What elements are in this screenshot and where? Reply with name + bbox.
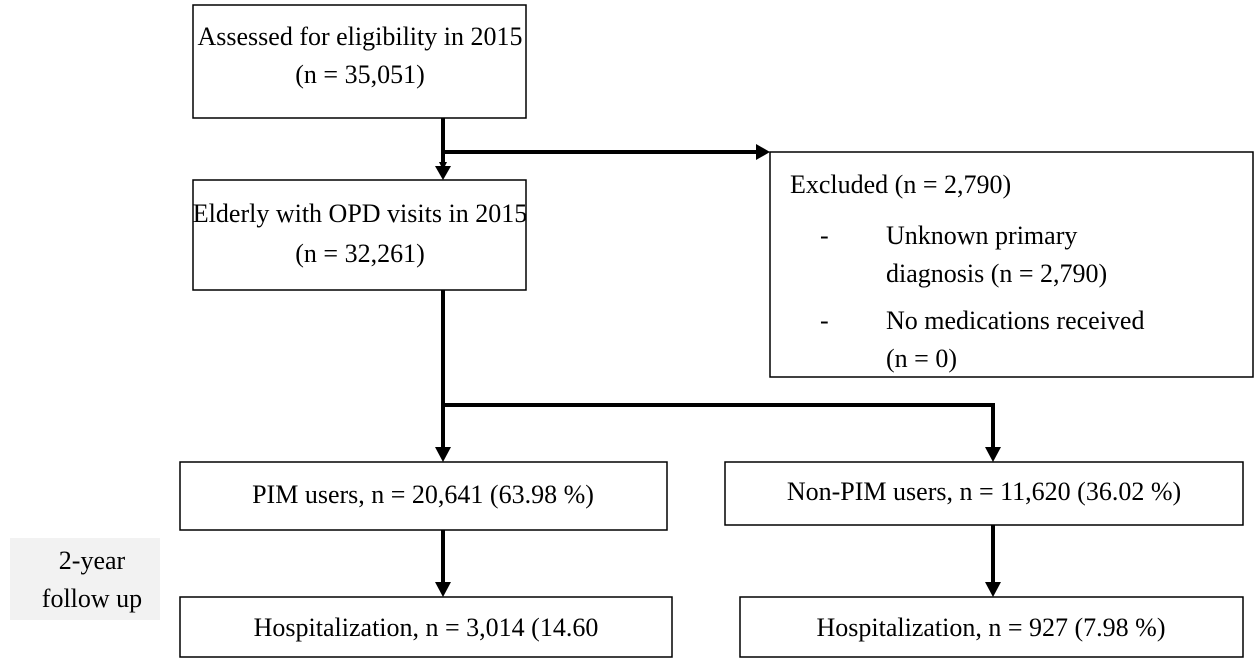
arrow-head bbox=[985, 582, 1001, 597]
arrow-head bbox=[435, 447, 451, 462]
arrow-head bbox=[435, 166, 451, 180]
item-text: diagnosis (n = 2,790) bbox=[886, 259, 1107, 288]
node-text: Hospitalization, n = 3,014 (14.60 bbox=[254, 613, 599, 642]
arrow-head bbox=[756, 144, 770, 160]
bullet: - bbox=[820, 221, 829, 250]
bullet: - bbox=[820, 306, 829, 335]
node-text: (n = 35,051) bbox=[295, 60, 424, 89]
side-label: 2-year bbox=[59, 546, 126, 575]
box bbox=[192, 4, 527, 119]
excluded-title: Excluded (n = 2,790) bbox=[790, 170, 1011, 199]
excluded-box bbox=[769, 151, 1254, 378]
item-text: Unknown primary bbox=[886, 221, 1077, 250]
node-text: Hospitalization, n = 927 (7.98 %) bbox=[817, 613, 1166, 642]
box bbox=[192, 179, 527, 291]
box bbox=[724, 461, 1244, 526]
node-text: (n = 32,261) bbox=[295, 239, 424, 268]
item-text: (n = 0) bbox=[886, 344, 957, 373]
box bbox=[179, 596, 673, 658]
box bbox=[179, 461, 668, 531]
node-text: Elderly with OPD visits in 2015 bbox=[193, 199, 527, 228]
node-text: Non-PIM users, n = 11,620 (36.02 %) bbox=[787, 477, 1181, 506]
node-text: PIM users, n = 20,641 (63.98 %) bbox=[252, 480, 594, 509]
connectors bbox=[435, 118, 1001, 597]
side-label: follow up bbox=[42, 584, 142, 613]
arrow bbox=[443, 403, 995, 448]
side-label-bg bbox=[10, 538, 160, 620]
item-text: No medications received bbox=[886, 306, 1144, 335]
node-text: Assessed for eligibility in 2015 bbox=[198, 22, 523, 51]
arrow-head bbox=[435, 582, 451, 597]
box bbox=[739, 596, 1244, 658]
arrow-head bbox=[985, 447, 1001, 462]
